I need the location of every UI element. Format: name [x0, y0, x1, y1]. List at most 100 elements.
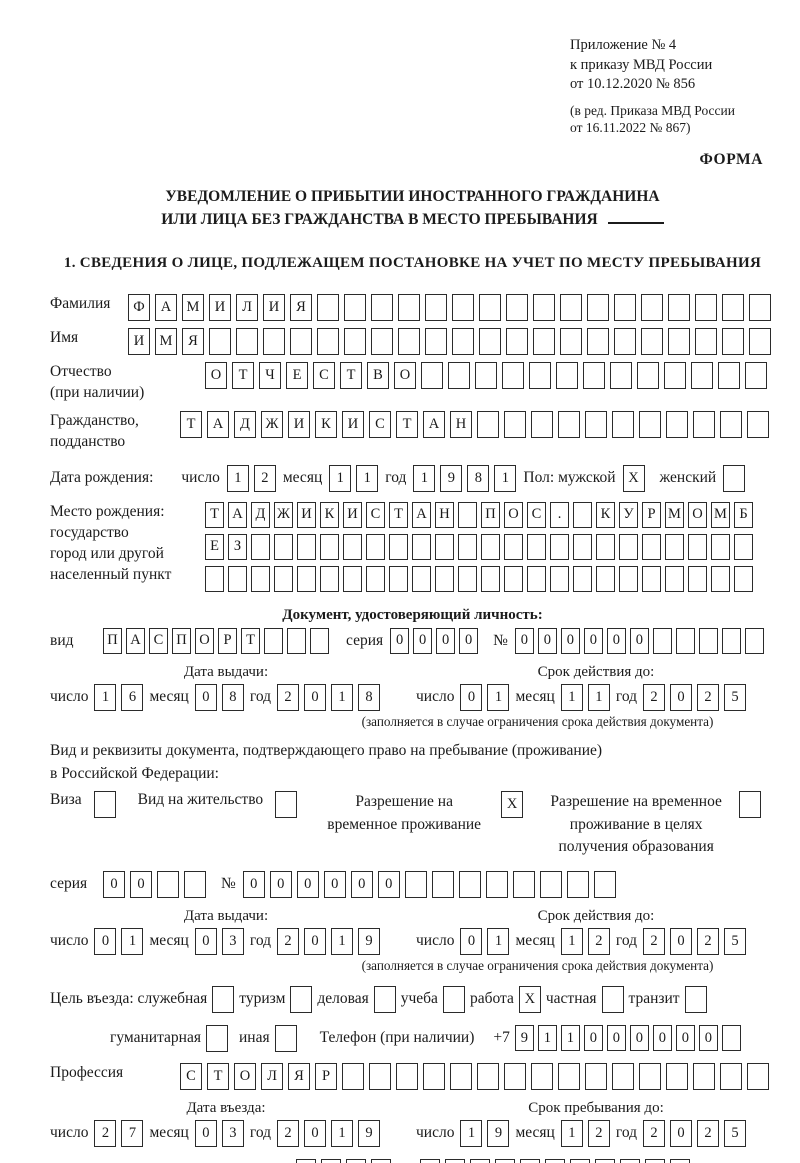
- char-box[interactable]: И: [342, 411, 364, 439]
- char-box[interactable]: Н: [435, 501, 454, 528]
- char-box[interactable]: Т: [396, 411, 418, 439]
- char-box[interactable]: 8: [358, 683, 381, 711]
- char-box[interactable]: 1: [560, 683, 583, 711]
- char-box[interactable]: [533, 294, 555, 322]
- char-box[interactable]: Я: [182, 328, 204, 356]
- char-box[interactable]: А: [423, 411, 445, 439]
- char-box[interactable]: [556, 362, 578, 390]
- char-box[interactable]: 0: [371, 1158, 392, 1163]
- char-box[interactable]: Т: [207, 1062, 229, 1090]
- char-box[interactable]: [665, 565, 684, 592]
- char-box[interactable]: [317, 328, 339, 356]
- char-box[interactable]: [184, 870, 206, 898]
- char-box[interactable]: 0: [519, 1158, 540, 1163]
- char-box[interactable]: Р: [642, 501, 661, 528]
- char-box[interactable]: [504, 565, 523, 592]
- char-box[interactable]: П: [481, 501, 500, 528]
- char-box[interactable]: .: [550, 501, 569, 528]
- char-box[interactable]: [290, 328, 312, 356]
- char-box[interactable]: [684, 985, 707, 1013]
- char-box[interactable]: О: [234, 1062, 256, 1090]
- char-box[interactable]: 0: [296, 1158, 317, 1163]
- char-box[interactable]: 0: [537, 627, 557, 654]
- char-box[interactable]: 0: [460, 927, 483, 955]
- char-box[interactable]: [479, 294, 501, 322]
- char-box[interactable]: М: [155, 328, 177, 356]
- char-box[interactable]: [343, 565, 362, 592]
- char-box[interactable]: 1: [413, 464, 436, 492]
- char-box[interactable]: 5: [724, 1119, 747, 1147]
- char-box[interactable]: [666, 1062, 688, 1090]
- char-box[interactable]: 9: [440, 464, 463, 492]
- char-box[interactable]: 1: [494, 464, 517, 492]
- char-box[interactable]: 5: [724, 683, 747, 711]
- char-box[interactable]: 9: [358, 1119, 381, 1147]
- char-box[interactable]: [642, 565, 661, 592]
- char-box[interactable]: [504, 411, 526, 439]
- char-box[interactable]: [320, 533, 339, 560]
- char-box[interactable]: [481, 533, 500, 560]
- char-box[interactable]: 0: [194, 1119, 217, 1147]
- char-box[interactable]: [593, 870, 616, 898]
- char-box[interactable]: [398, 328, 420, 356]
- char-box[interactable]: 0: [444, 1158, 465, 1163]
- purpose-work-checkbox[interactable]: X: [518, 985, 541, 1013]
- char-box[interactable]: [450, 1062, 472, 1090]
- char-box[interactable]: [669, 1158, 690, 1163]
- char-box[interactable]: 0: [606, 1025, 626, 1052]
- char-box[interactable]: З: [228, 533, 247, 560]
- char-box[interactable]: [569, 1158, 590, 1163]
- char-box[interactable]: К: [315, 411, 337, 439]
- char-box[interactable]: 0: [436, 627, 456, 654]
- char-box[interactable]: О: [394, 362, 416, 390]
- char-box[interactable]: [264, 627, 283, 654]
- char-box[interactable]: [435, 533, 454, 560]
- char-box[interactable]: 1: [331, 683, 354, 711]
- char-box[interactable]: Я: [288, 1062, 310, 1090]
- char-box[interactable]: 0: [390, 627, 410, 654]
- char-box[interactable]: Ч: [259, 362, 281, 390]
- char-box[interactable]: [720, 411, 742, 439]
- char-box[interactable]: И: [209, 294, 231, 322]
- char-box[interactable]: [721, 627, 741, 654]
- char-box[interactable]: 2: [587, 927, 610, 955]
- char-box[interactable]: 2: [643, 1119, 666, 1147]
- char-box[interactable]: 0: [103, 870, 125, 898]
- char-box[interactable]: С: [180, 1062, 202, 1090]
- char-box[interactable]: [251, 565, 270, 592]
- char-box[interactable]: В: [367, 362, 389, 390]
- char-box[interactable]: 8: [467, 464, 490, 492]
- char-box[interactable]: [711, 565, 730, 592]
- char-box[interactable]: 2: [277, 927, 300, 955]
- char-box[interactable]: [485, 870, 508, 898]
- char-box[interactable]: [398, 294, 420, 322]
- char-box[interactable]: [560, 328, 582, 356]
- char-box[interactable]: 0: [323, 870, 346, 898]
- char-box[interactable]: 0: [269, 870, 292, 898]
- char-box[interactable]: И: [263, 294, 285, 322]
- char-box[interactable]: [664, 362, 686, 390]
- char-box[interactable]: [274, 533, 293, 560]
- char-box[interactable]: [745, 362, 767, 390]
- char-box[interactable]: [641, 328, 663, 356]
- char-box[interactable]: 0: [652, 1025, 672, 1052]
- char-box[interactable]: [477, 411, 499, 439]
- char-box[interactable]: С: [313, 362, 335, 390]
- purpose-private-checkbox[interactable]: [601, 985, 624, 1013]
- char-box[interactable]: [458, 565, 477, 592]
- char-box[interactable]: 3: [221, 1119, 244, 1147]
- sex-male-checkbox[interactable]: X: [622, 464, 645, 492]
- char-box[interactable]: Д: [251, 501, 270, 528]
- char-box[interactable]: [612, 1062, 634, 1090]
- char-box[interactable]: 1: [587, 683, 610, 711]
- char-box[interactable]: [723, 464, 746, 492]
- char-box[interactable]: [739, 791, 762, 819]
- char-box[interactable]: [448, 362, 470, 390]
- char-box[interactable]: [688, 565, 707, 592]
